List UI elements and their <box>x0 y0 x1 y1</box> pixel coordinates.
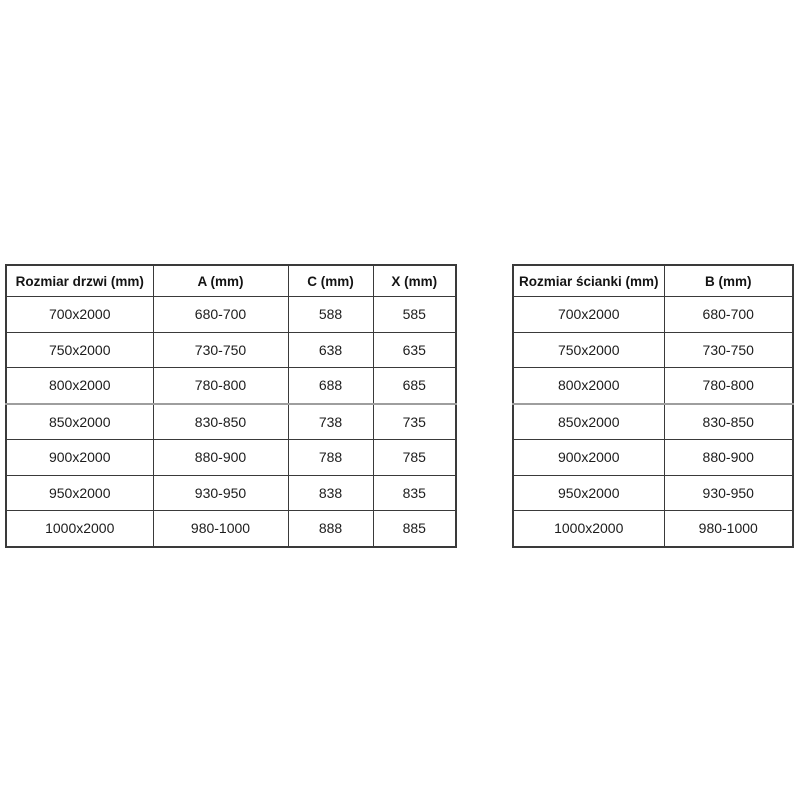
table-cell: 835 <box>372 474 457 511</box>
table-cell: 885 <box>372 510 457 547</box>
table-row: 950x2000 930-950 <box>512 474 794 511</box>
table-cell: 688 <box>287 367 374 404</box>
table-row: 900x2000 880-900 788 785 <box>5 439 457 476</box>
table-cell: 750x2000 <box>5 331 154 368</box>
table-row: 750x2000 730-750 638 635 <box>5 331 457 368</box>
table-row: 700x2000 680-700 588 585 <box>5 296 457 333</box>
table-cell: 888 <box>287 510 374 547</box>
table-cell: 785 <box>372 439 457 476</box>
table-cell: 735 <box>372 402 457 440</box>
table-row: 750x2000 730-750 <box>512 331 794 368</box>
table-cell: 780-800 <box>663 367 794 404</box>
table-cell: 980-1000 <box>152 510 289 547</box>
table-row: 1000x2000 980-1000 <box>512 510 794 547</box>
column-header: C (mm) <box>287 264 374 297</box>
table-cell: 700x2000 <box>5 296 154 333</box>
table-cell: 788 <box>287 439 374 476</box>
column-header: Rozmiar drzwi (mm) <box>5 264 154 297</box>
table-cell: 730-750 <box>663 331 794 368</box>
table-cell: 880-900 <box>152 439 289 476</box>
table-cell: 685 <box>372 367 457 404</box>
table-row: 850x2000 830-850 <box>512 402 794 440</box>
table-row: 850x2000 830-850 738 735 <box>5 402 457 440</box>
table-cell: 680-700 <box>663 296 794 333</box>
table-row: 700x2000 680-700 <box>512 296 794 333</box>
door-table-header-row: Rozmiar drzwi (mm) A (mm) C (mm) X (mm) <box>5 264 457 297</box>
table-row: 1000x2000 980-1000 888 885 <box>5 510 457 547</box>
table-row: 800x2000 780-800 <box>512 367 794 404</box>
table-cell: 850x2000 <box>512 402 665 440</box>
table-cell: 1000x2000 <box>512 510 665 547</box>
column-header: A (mm) <box>152 264 289 297</box>
table-cell: 750x2000 <box>512 331 665 368</box>
wall-size-table: Rozmiar ścianki (mm) B (mm) 700x2000 680-7… <box>512 264 794 548</box>
table-cell: 838 <box>287 474 374 511</box>
table-cell: 930-950 <box>152 474 289 511</box>
table-cell: 850x2000 <box>5 402 154 440</box>
table-cell: 585 <box>372 296 457 333</box>
table-cell: 800x2000 <box>5 367 154 404</box>
column-header: X (mm) <box>372 264 457 297</box>
table-cell: 700x2000 <box>512 296 665 333</box>
table-cell: 830-850 <box>663 402 794 440</box>
table-cell: 1000x2000 <box>5 510 154 547</box>
table-cell: 780-800 <box>152 367 289 404</box>
table-cell: 588 <box>287 296 374 333</box>
table-cell: 730-750 <box>152 331 289 368</box>
column-header: Rozmiar ścianki (mm) <box>512 264 665 297</box>
table-cell: 680-700 <box>152 296 289 333</box>
table-cell: 900x2000 <box>5 439 154 476</box>
wall-size-table-container: Rozmiar ścianki (mm) B (mm) 700x2000 680-7… <box>512 264 794 548</box>
table-row: 800x2000 780-800 688 685 <box>5 367 457 404</box>
table-cell: 950x2000 <box>512 474 665 511</box>
table-cell: 738 <box>287 402 374 440</box>
table-cell: 830-850 <box>152 402 289 440</box>
wall-table-header-row: Rozmiar ścianki (mm) B (mm) <box>512 264 794 297</box>
table-cell: 800x2000 <box>512 367 665 404</box>
table-cell: 980-1000 <box>663 510 794 547</box>
table-cell: 638 <box>287 331 374 368</box>
column-header: B (mm) <box>663 264 794 297</box>
table-cell: 880-900 <box>663 439 794 476</box>
table-cell: 930-950 <box>663 474 794 511</box>
door-size-table: Rozmiar drzwi (mm) A (mm) C (mm) X (mm) 700… <box>5 264 457 548</box>
table-row: 950x2000 930-950 838 835 <box>5 474 457 511</box>
table-row: 900x2000 880-900 <box>512 439 794 476</box>
table-cell: 635 <box>372 331 457 368</box>
table-cell: 950x2000 <box>5 474 154 511</box>
door-size-table-container: Rozmiar drzwi (mm) A (mm) C (mm) X (mm) 700… <box>5 264 457 548</box>
table-cell: 900x2000 <box>512 439 665 476</box>
